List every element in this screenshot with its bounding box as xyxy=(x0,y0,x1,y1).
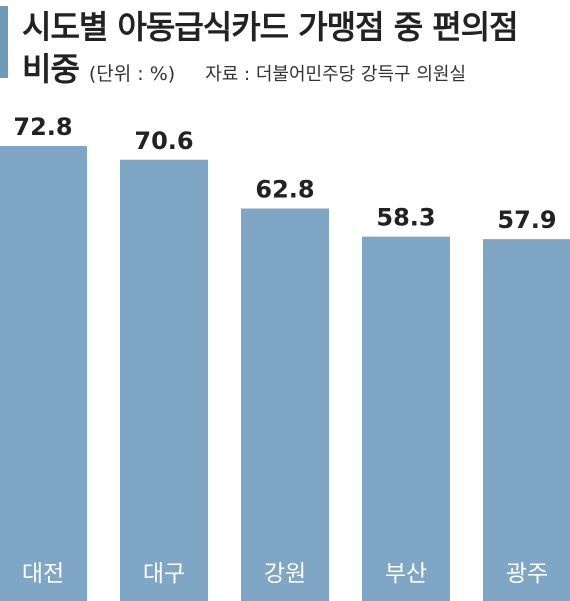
category-label: 광주 xyxy=(506,561,548,587)
bar-부산 xyxy=(362,236,450,601)
category-label: 강원 xyxy=(264,561,306,587)
chart-title: 시도별 아동급식카드 가맹점 중 편의점 xyxy=(22,8,519,46)
category-label: 대구 xyxy=(143,561,185,587)
value-label: 58.3 xyxy=(376,204,435,232)
bar-대구 xyxy=(120,159,208,601)
bar-대전 xyxy=(0,146,87,601)
chart-title-second-line: 비중 (단위 : %) 자료 : 더불어민주당 강득구 의원실 xyxy=(22,44,466,90)
category-label: 대전 xyxy=(22,561,64,587)
chart-title-continuation: 비중 xyxy=(22,50,80,88)
bar-강원 xyxy=(241,208,329,601)
value-label: 72.8 xyxy=(13,113,72,141)
category-label: 부산 xyxy=(385,561,427,587)
value-label: 62.8 xyxy=(255,176,314,204)
value-label: 57.9 xyxy=(497,206,556,234)
bar-광주 xyxy=(483,239,570,601)
unit-label: (단위 : %) xyxy=(88,63,176,85)
title-accent-bar xyxy=(0,6,8,78)
source-label: 자료 : 더불어민주당 강득구 의원실 xyxy=(205,64,467,85)
value-label: 70.6 xyxy=(134,127,193,155)
